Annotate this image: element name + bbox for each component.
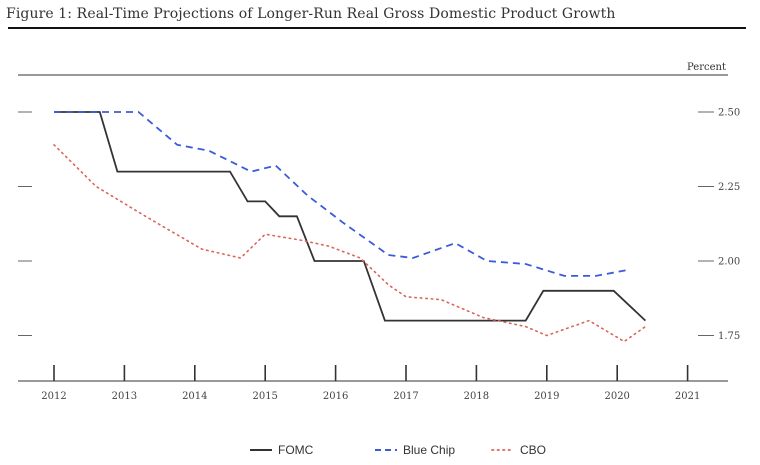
series-line-fomc (54, 111, 647, 322)
series-line-blue-chip (54, 111, 628, 277)
y-tick-label: 2.25 (718, 182, 740, 193)
legend-label: CBO (520, 443, 546, 457)
x-tick-label: 2016 (323, 391, 348, 402)
x-tick-label: 2013 (112, 391, 137, 402)
x-tick-label: 2012 (41, 391, 66, 402)
y-tick-label: 1.75 (718, 331, 740, 342)
x-tick-label: 2020 (604, 391, 629, 402)
figure-title: Figure 1: Real-Time Projections of Longe… (6, 6, 616, 22)
legend-label: FOMC (278, 443, 314, 457)
y-axis-unit-label: Percent (687, 62, 726, 73)
x-axis-ticks: 2012 2013 2014 2015 2016 2017 2018 2019 2020 2021 (41, 365, 700, 402)
x-tick-label: 2018 (464, 391, 489, 402)
series-layer (53, 111, 647, 343)
legend: FOMC Blue Chip CBO (250, 443, 546, 457)
x-tick-label: 2015 (252, 391, 277, 402)
y-tick-label: 2.00 (718, 257, 740, 268)
x-tick-label: 2019 (534, 391, 559, 402)
legend-label: Blue Chip (403, 443, 455, 457)
x-tick-label: 2017 (393, 391, 418, 402)
y-axis-ticks: 2.50 2.25 2.00 1.75 (18, 108, 740, 342)
x-tick-label: 2014 (182, 391, 207, 402)
y-tick-label: 2.50 (718, 108, 740, 119)
x-tick-label: 2021 (675, 391, 700, 402)
series-line-cbo (53, 144, 647, 343)
